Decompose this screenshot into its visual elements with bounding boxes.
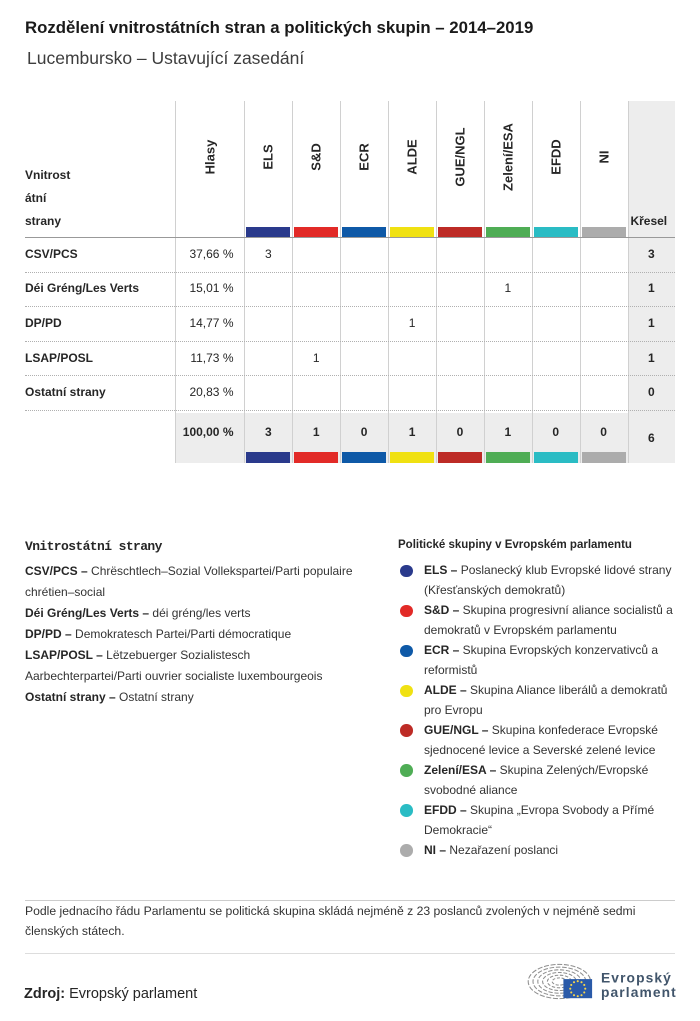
svg-text:parlament: parlament [601, 985, 677, 1000]
svg-text:Evropský: Evropský [601, 971, 672, 986]
